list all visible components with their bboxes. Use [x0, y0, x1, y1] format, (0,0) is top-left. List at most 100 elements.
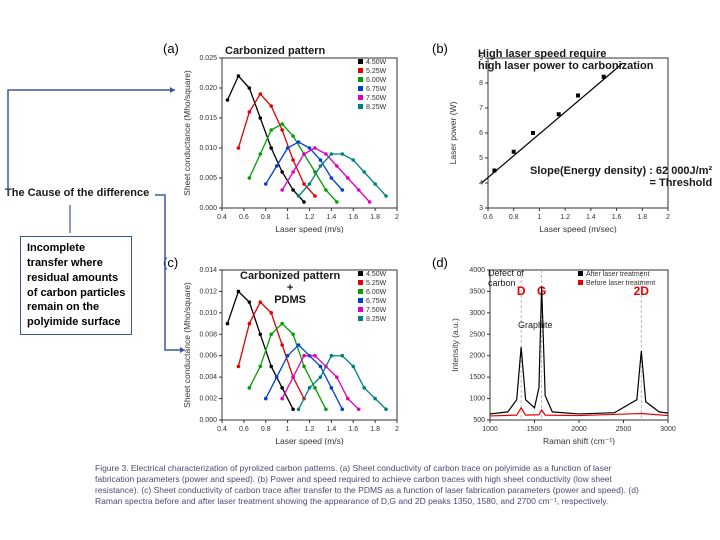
- annot-dc-l2: carbon: [488, 278, 524, 288]
- svg-text:2: 2: [666, 214, 670, 221]
- svg-text:1: 1: [286, 214, 290, 221]
- svg-text:6.00W: 6.00W: [366, 289, 387, 296]
- annot-slope: Slope(Energy density) : 62 000J/m² = Thr…: [530, 165, 712, 189]
- chart-a: 0.40.60.811.21.41.61.820.0000.0050.0100.…: [180, 48, 410, 233]
- annot-carb-pattern-a: Carbonized pattern: [225, 45, 325, 57]
- svg-text:2: 2: [395, 214, 399, 221]
- annot-cause-diff: The Cause of the difference: [5, 187, 149, 199]
- svg-text:1.4: 1.4: [327, 214, 337, 221]
- svg-text:6.00W: 6.00W: [366, 77, 387, 84]
- svg-text:3: 3: [479, 205, 483, 212]
- svg-text:7: 7: [479, 105, 483, 112]
- svg-text:1.6: 1.6: [612, 214, 622, 221]
- svg-text:0.6: 0.6: [239, 426, 249, 433]
- svg-text:0.012: 0.012: [199, 288, 217, 295]
- annot-inc-l2: transfer where: [27, 256, 125, 271]
- svg-text:0.006: 0.006: [199, 353, 217, 360]
- svg-text:5: 5: [479, 155, 483, 162]
- svg-text:7.50W: 7.50W: [366, 95, 387, 102]
- svg-text:6.75W: 6.75W: [366, 86, 387, 93]
- svg-text:2: 2: [395, 426, 399, 433]
- svg-text:0.6: 0.6: [239, 214, 249, 221]
- annot-high-laser-l2: high laser power to carbonization: [478, 60, 653, 72]
- annot-inc-l1: Incomplete: [27, 241, 125, 256]
- svg-text:0.004: 0.004: [199, 374, 217, 381]
- annot-high-laser: High laser speed require high laser powe…: [478, 48, 653, 72]
- svg-text:Before laser treatment: Before laser treatment: [586, 280, 655, 287]
- svg-text:1500: 1500: [469, 374, 485, 381]
- svg-text:0.4: 0.4: [217, 214, 227, 221]
- cause-diff-connector: [0, 0, 200, 400]
- svg-text:0.014: 0.014: [199, 267, 217, 274]
- annot-graphite: Graphite: [518, 320, 553, 330]
- panel-c-label: (c): [163, 255, 178, 270]
- svg-text:0.000: 0.000: [199, 205, 217, 212]
- annot-inc-l5: remain on the: [27, 300, 125, 315]
- svg-text:0.010: 0.010: [199, 310, 217, 317]
- svg-text:3000: 3000: [469, 310, 485, 317]
- svg-text:1.6: 1.6: [348, 214, 358, 221]
- svg-text:1: 1: [537, 214, 541, 221]
- panel-a-label: (a): [163, 41, 179, 56]
- svg-text:0.000: 0.000: [199, 417, 217, 424]
- svg-text:2000: 2000: [571, 426, 587, 433]
- svg-text:8.25W: 8.25W: [366, 104, 387, 111]
- svg-text:3500: 3500: [469, 288, 485, 295]
- annot-slope-l2: = Threshold: [530, 177, 712, 189]
- annot-carb-pattern-c: Carbonized pattern + PDMS: [240, 270, 340, 306]
- svg-text:0.6: 0.6: [483, 214, 493, 221]
- svg-text:1.6: 1.6: [348, 426, 358, 433]
- panel-d-label: (d): [432, 255, 448, 270]
- annot-cp2-l3: PDMS: [240, 294, 340, 306]
- svg-text:1.8: 1.8: [370, 426, 380, 433]
- svg-text:Sheet conductance (Mho/square): Sheet conductance (Mho/square): [182, 70, 192, 196]
- svg-text:4000: 4000: [469, 267, 485, 274]
- svg-text:6.75W: 6.75W: [366, 298, 387, 305]
- annot-slope-l1: Slope(Energy density) : 62 000J/m²: [530, 165, 712, 177]
- annot-defect-carbon: Defect of carbon: [488, 268, 524, 288]
- svg-text:0.008: 0.008: [199, 331, 217, 338]
- figure-caption: Figure 3. Electrical characterization of…: [95, 463, 645, 507]
- svg-text:8.25W: 8.25W: [366, 316, 387, 323]
- svg-text:1000: 1000: [469, 396, 485, 403]
- svg-text:1.4: 1.4: [586, 214, 596, 221]
- svg-text:0.8: 0.8: [509, 214, 519, 221]
- annot-cp2-l2: +: [240, 282, 340, 294]
- svg-text:1: 1: [286, 426, 290, 433]
- svg-text:0.4: 0.4: [217, 426, 227, 433]
- svg-text:After laser treatment: After laser treatment: [586, 271, 649, 278]
- svg-text:1.8: 1.8: [370, 214, 380, 221]
- svg-text:0.015: 0.015: [199, 115, 217, 122]
- svg-text:4: 4: [479, 180, 483, 187]
- svg-text:Raman shift (cm⁻¹): Raman shift (cm⁻¹): [543, 436, 615, 445]
- svg-text:Laser speed (m/s): Laser speed (m/s): [275, 436, 344, 445]
- svg-text:500: 500: [473, 417, 485, 424]
- chart-d: 1000150020002500300050010001500200025003…: [450, 260, 680, 445]
- chart-b: 0.60.811.21.41.61.823456789Laser speed (…: [450, 48, 680, 233]
- annot-cp2-l1: Carbonized pattern: [240, 270, 340, 282]
- svg-text:1.8: 1.8: [637, 214, 647, 221]
- svg-text:1.2: 1.2: [560, 214, 570, 221]
- svg-text:0.8: 0.8: [261, 214, 271, 221]
- annot-incomplete-box: Incomplete transfer where residual amoun…: [20, 236, 132, 335]
- svg-text:0.8: 0.8: [261, 426, 271, 433]
- annot-inc-l4: of carbon particles: [27, 286, 125, 301]
- svg-text:2000: 2000: [469, 353, 485, 360]
- svg-text:8: 8: [479, 80, 483, 87]
- svg-text:0.010: 0.010: [199, 145, 217, 152]
- svg-text:6: 6: [479, 130, 483, 137]
- annot-inc-l6: polyimide surface: [27, 315, 125, 330]
- svg-text:0.020: 0.020: [199, 85, 217, 92]
- svg-text:Laser speed (m/s): Laser speed (m/s): [275, 224, 344, 233]
- svg-text:1.4: 1.4: [327, 426, 337, 433]
- panel-b-label: (b): [432, 41, 448, 56]
- svg-text:2500: 2500: [616, 426, 632, 433]
- svg-text:4.50W: 4.50W: [366, 59, 387, 66]
- svg-text:Laser power (W): Laser power (W): [450, 101, 458, 164]
- svg-text:0.002: 0.002: [199, 396, 217, 403]
- annot-dc-l1: Defect of: [488, 268, 524, 278]
- annot-high-laser-l1: High laser speed require: [478, 48, 653, 60]
- svg-text:0.025: 0.025: [199, 55, 217, 62]
- svg-text:2500: 2500: [469, 331, 485, 338]
- svg-text:5.25W: 5.25W: [366, 280, 387, 287]
